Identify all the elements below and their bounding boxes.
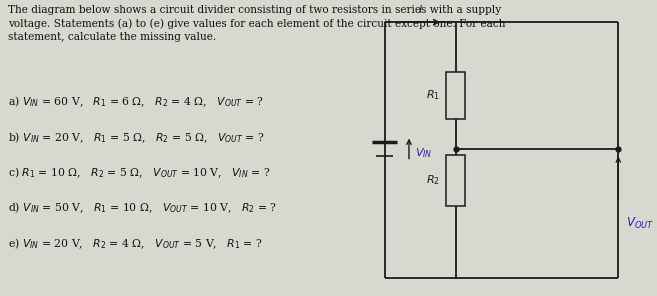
Text: $V_{IN}$: $V_{IN}$ bbox=[415, 147, 432, 160]
Text: b) $V_{IN}$ = 20 V,   $R_1$ = 5 Ω,   $R_2$ = 5 Ω,   $V_{OUT}$ = ?: b) $V_{IN}$ = 20 V, $R_1$ = 5 Ω, $R_2$ =… bbox=[8, 130, 264, 145]
Text: a) $V_{IN}$ = 60 V,   $R_1$ = 6 Ω,   $R_2$ = 4 Ω,   $V_{OUT}$ = ?: a) $V_{IN}$ = 60 V, $R_1$ = 6 Ω, $R_2$ =… bbox=[8, 95, 264, 110]
Text: e) $V_{IN}$ = 20 V,   $R_2$ = 4 Ω,   $V_{OUT}$ = 5 V,   $R_1$ = ?: e) $V_{IN}$ = 20 V, $R_2$ = 4 Ω, $V_{OUT… bbox=[8, 236, 263, 251]
Text: $R_2$: $R_2$ bbox=[426, 173, 440, 187]
Text: The diagram below shows a circuit divider consisting of two resistors in series : The diagram below shows a circuit divide… bbox=[8, 5, 505, 42]
Text: c) $R_1$ = 10 Ω,   $R_2$ = 5 Ω,   $V_{OUT}$ = 10 V,   $V_{IN}$ = ?: c) $R_1$ = 10 Ω, $R_2$ = 5 Ω, $V_{OUT}$ … bbox=[8, 165, 270, 180]
Text: d) $V_{IN}$ = 50 V,   $R_1$ = 10 Ω,   $V_{OUT}$ = 10 V,   $R_2$ = ?: d) $V_{IN}$ = 50 V, $R_1$ = 10 Ω, $V_{OU… bbox=[8, 201, 277, 215]
Text: $R_1$: $R_1$ bbox=[426, 89, 440, 102]
Bar bbox=[446, 155, 465, 206]
Text: $I$: $I$ bbox=[418, 3, 423, 15]
Bar bbox=[446, 72, 465, 119]
Text: $V_{OUT}$: $V_{OUT}$ bbox=[626, 216, 654, 231]
